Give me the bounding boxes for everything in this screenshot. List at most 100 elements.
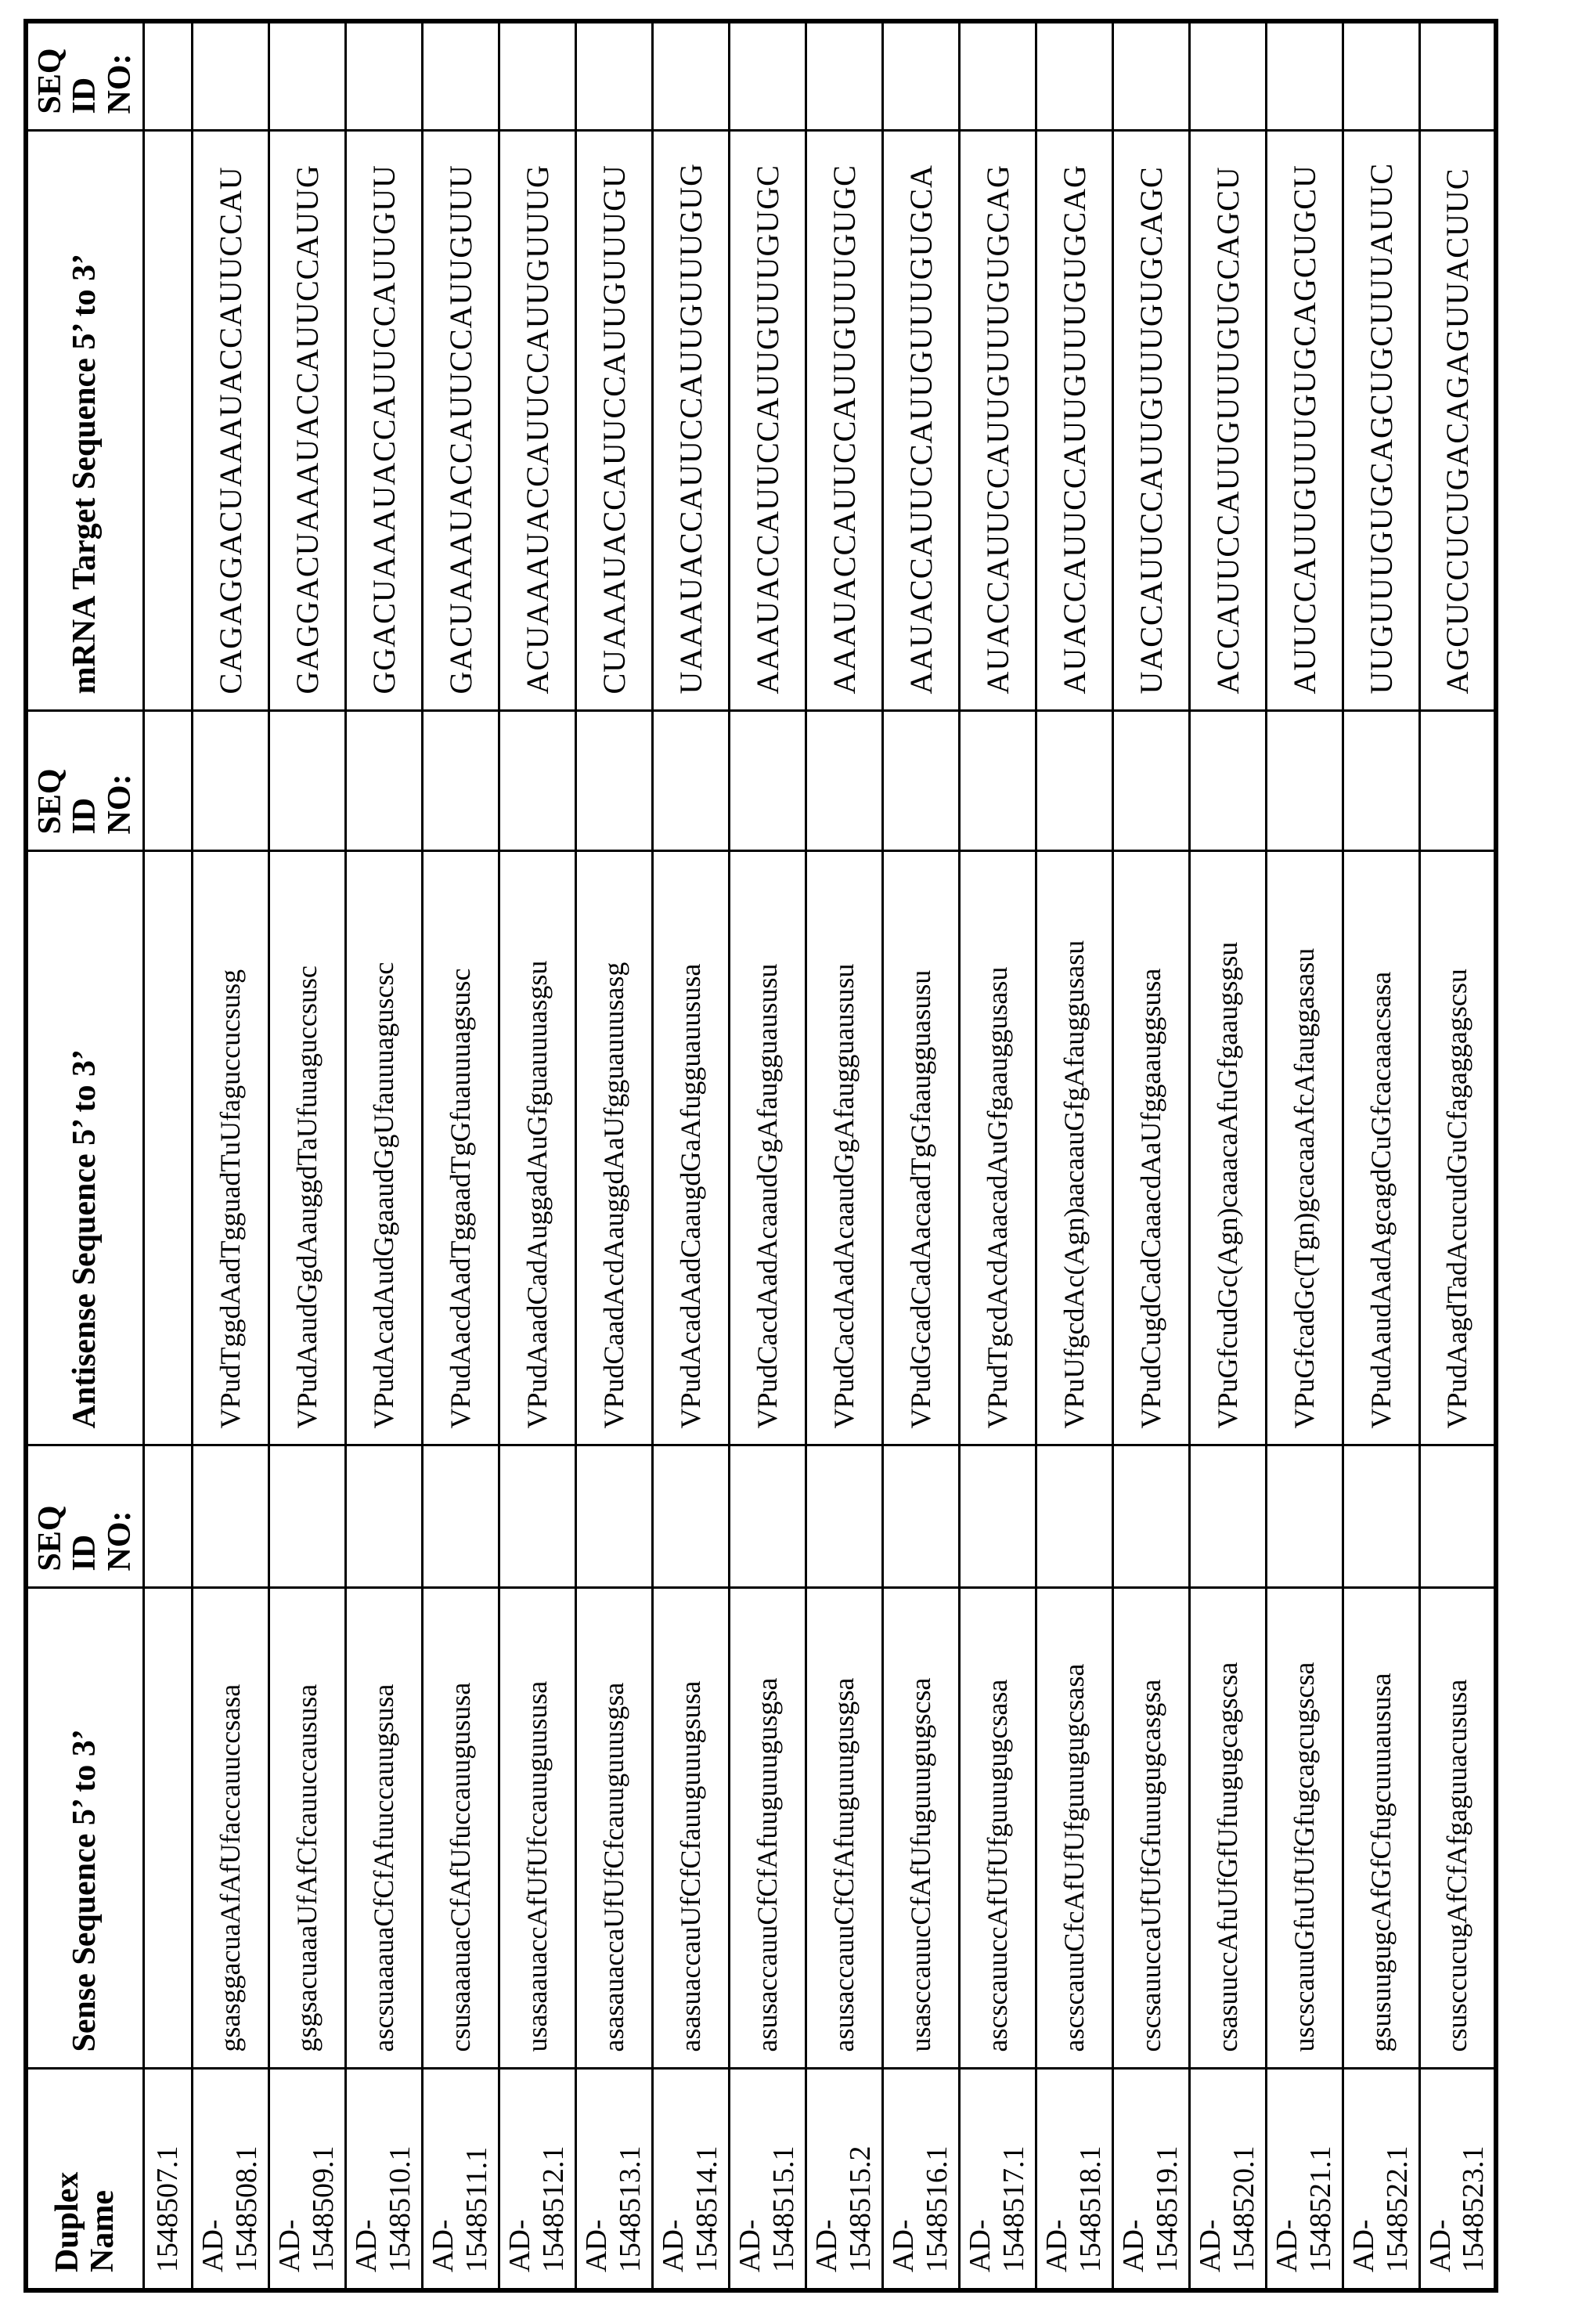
table-header-row: Duplex Name Sense Sequence 5’ to 3’ SEQ … [26,21,143,2290]
mrna-target-header: mRNA Target Sequence 5’ to 3’ [26,131,143,711]
table-row: AD- 1548512.1 usasaauaccAfUfUfccauuguusus… [499,21,575,2290]
seq-id-cell [269,21,345,131]
sense-sequence-cell: csusaaauacCfAfUfuccauugususa [422,1588,499,2069]
sense-sequence-cell: ascsuaaauaCfCfAfuuccauugsusa [345,1588,422,2069]
seq-id-cell [806,21,882,131]
table-row: AD- 1548514.1 asasuaccauUfCfCfauuguuugsus… [652,21,729,2290]
sense-sequence-cell [143,1588,192,2069]
mrna-target-cell: GGACUAAAUACCAUUCCAUUGUU [345,131,422,711]
sense-sequence-cell: asasuaccauUfCfCfauuguuugsusa [652,1588,729,2069]
seq-id-cell [1419,1445,1496,1588]
seq-id-cell [652,21,729,131]
mrna-target-cell: AUUCCAUUGUUUGUGCAGCUGCU [1266,131,1343,711]
duplex-name-cell: AD- 1548519.1 [1112,2069,1189,2290]
mrna-target-cell: GAGGACUAAAUACCAUUCCAUUG [269,131,345,711]
duplex-name-cell: AD- 1548522.1 [1343,2069,1419,2290]
table-row: AD- 1548520.1 csasuuccAfuUfGfUfuugugcagsc… [1189,21,1266,2290]
sense-sequence-cell: asusaccauuCfCfAfuuguuugusgsa [806,1588,882,2069]
antisense-sequence-cell: VPudCugdCadCaaacdAaUfggaauggsusa [1112,851,1189,1445]
seq-id-cell [269,1445,345,1588]
table-row: AD- 1548522.1 gsusuugugcAfGfCfugcuuuausus… [1343,21,1419,2290]
seq-id-cell [575,711,652,851]
mrna-target-cell: AAUACCAUUCCAUUGUUUGUGCA [882,131,959,711]
antisense-sequence-cell: VPuUfgcdAc(Agn)aacaauGfgAfauggusasu [1036,851,1112,1445]
antisense-sequence-cell: VPudAaudGgdAauggdTaUfuuaguccsusc [269,851,345,1445]
seq-id-cell [882,711,959,851]
seq-id-cell [499,711,575,851]
duplex-name-cell: AD- 1548517.1 [959,2069,1036,2290]
antisense-sequence-cell [143,851,192,1445]
table-row: AD- 1548517.1 ascscauuccAfUfUfguuugugcsas… [959,21,1036,2290]
duplex-name-header: Duplex Name [26,2069,143,2290]
sense-sequence-cell: cscsauuccaUfUfGfuuugugcasgsa [1112,1588,1189,2069]
seq-id-cell [729,21,806,131]
seq-id-cell [806,711,882,851]
seq-id-cell [143,711,192,851]
mrna-target-cell: CAGAGGACUAAAUACCAUUCCAU [192,131,269,711]
seq-id-cell [1343,21,1419,131]
duplex-name-cell: AD- 1548516.1 [882,2069,959,2290]
table-row: AD- 1548509.1 gsgsacuaaaUfAfCfcauuccausus… [269,21,345,2290]
mrna-target-cell: UUGUUUGUGCAGCUGCUUUAUUC [1343,131,1419,711]
seq-id-cell [1112,1445,1189,1588]
seq-id-cell [882,1445,959,1588]
table-row: AD- 1548519.1 cscsauuccaUfUfGfuuugugcasgs… [1112,21,1189,2290]
table-row: AD- 1548508.1 gsasggacuaAfAfUfaccauuccsas… [192,21,269,2290]
table-row: AD- 1548516.1 usasccauucCfAfUfuguuugugscs… [882,21,959,2290]
mrna-target-cell: AGCUCCUCUGACAGAGUUACUUC [1419,131,1496,711]
seq-id-cell [1036,711,1112,851]
seq-id-cell [1419,711,1496,851]
seq-id-cell [729,1445,806,1588]
table-row: AD- 1548521.1 uscscauuGfuUfUfGfugcagcugsc… [1266,21,1343,2290]
seq-id-cell [345,711,422,851]
seq-id-cell [882,21,959,131]
duplex-name-cell: AD- 1548513.1 [575,2069,652,2290]
mrna-target-cell: AUACCAUUCCAUUGUUUGUGCAG [1036,131,1112,711]
seq-id-cell [143,21,192,131]
antisense-sequence-header: Antisense Sequence 5’ to 3’ [26,851,143,1445]
seq-id-cell [499,1445,575,1588]
table-row: AD- 1548513.1 asasauaccaUfUfCfcauuguuusgs… [575,21,652,2290]
mrna-target-cell: UACCAUUCCAUUGUUUGUGCAGC [1112,131,1189,711]
sequence-listing-table: Duplex Name Sense Sequence 5’ to 3’ SEQ … [23,19,1498,2293]
table-row: AD- 1548518.1 ascscauuCfcAfUfUfguuugugcsa… [1036,21,1112,2290]
duplex-name-cell: AD- 1548508.1 [192,2069,269,2290]
sense-sequence-cell: csusccucugAfCfAfgaguuacususa [1419,1588,1496,2069]
antisense-sequence-cell: VPuGfcudGc(Agn)caaacaAfuGfgaaugsgsu [1189,851,1266,1445]
duplex-name-cell: AD- 1548514.1 [652,2069,729,2290]
seq-id-cell [806,1445,882,1588]
sense-sequence-cell: uscscauuGfuUfUfGfugcagcugscsa [1266,1588,1343,2069]
seq-id-header-sense: SEQ ID NO: [26,1445,143,1588]
sense-sequence-cell: gsusuugugcAfGfCfugcuuuaususa [1343,1588,1419,2069]
seq-id-cell [143,1445,192,1588]
seq-id-cell [1343,711,1419,851]
mrna-target-cell: CUAAAUACCAUUCCAUUGUUUGU [575,131,652,711]
seq-id-cell [192,21,269,131]
sense-sequence-cell: gsgsacuaaaUfAfCfcauuccaususa [269,1588,345,2069]
seq-id-cell [959,21,1036,131]
seq-id-cell [652,1445,729,1588]
table-row: AD- 1548515.1 asusaccauuCfCfAfuuguuugusgs… [729,21,806,2290]
seq-id-cell [1036,21,1112,131]
seq-id-cell [345,1445,422,1588]
sense-sequence-cell: ascscauuCfcAfUfUfguuugugcsasa [1036,1588,1112,2069]
seq-id-cell [1036,1445,1112,1588]
sense-sequence-cell: asusaccauuCfCfAfuuguuugusgsa [729,1588,806,2069]
seq-id-cell [575,1445,652,1588]
sense-sequence-cell: asasauaccaUfUfCfcauuguuusgsa [575,1588,652,2069]
antisense-sequence-cell: VPudCacdAadAcaaudGgAfaugguaususu [806,851,882,1445]
seq-id-cell [1112,711,1189,851]
seq-id-cell [959,1445,1036,1588]
seq-id-cell [345,21,422,131]
duplex-name-cell: AD- 1548518.1 [1036,2069,1112,2290]
seq-id-cell [1189,711,1266,851]
antisense-sequence-cell: VPudCaadAcdAauggdAaUfgguauuusasg [575,851,652,1445]
seq-id-cell [575,21,652,131]
antisense-sequence-cell: VPudTggdAadTgguadTuUfaguccucsusg [192,851,269,1445]
antisense-sequence-cell: VPudTgcdAcdAaacadAuGfgaauggusasu [959,851,1036,1445]
seq-id-cell [1189,21,1266,131]
sense-sequence-cell: gsasggacuaAfAfUfaccauuccsasa [192,1588,269,2069]
seq-id-cell [1266,711,1343,851]
seq-id-cell [1266,21,1343,131]
seq-id-cell [959,711,1036,851]
